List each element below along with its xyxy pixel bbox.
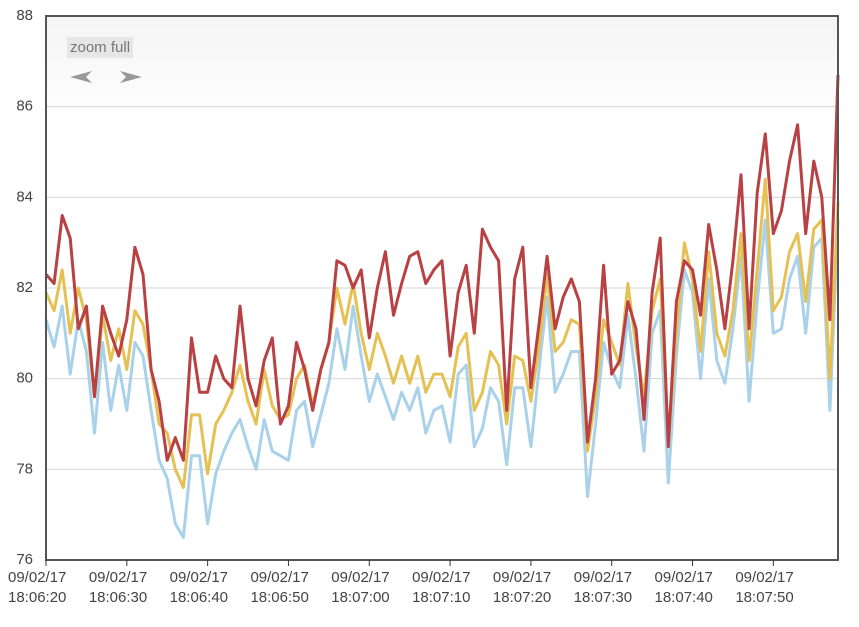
x-tick-label: 09/02/17 18:06:30 (88, 569, 148, 606)
y-tick-label: 76 (16, 551, 33, 568)
y-tick-label: 80 (16, 370, 33, 387)
x-tick-label: 09/02/17 18:07:20 (492, 569, 552, 606)
plot-border (45, 15, 839, 561)
series-line (44, 218, 840, 539)
y-tick-label: 82 (16, 279, 33, 296)
zoom-button[interactable]: zoom full (67, 37, 134, 58)
x-tick-label: 09/02/17 18:07:50 (735, 569, 794, 606)
pan-right[interactable] (120, 71, 142, 83)
x-tick-label: 09/02/17 18:07:40 (654, 569, 713, 606)
series-line (44, 74, 840, 462)
x-tick-label: 09/02/17 18:06:20 (8, 569, 67, 606)
x-tick-label: 09/02/17 18:07:10 (412, 569, 471, 606)
y-tick-label: 78 (16, 460, 33, 477)
x-tick-label: 09/02/17 18:06:50 (250, 569, 309, 606)
y-tick-label: 88 (16, 7, 33, 24)
y-tick-label: 84 (16, 188, 33, 205)
x-tick-label: 09/02/17 18:07:00 (331, 569, 390, 606)
y-tick-label: 86 (16, 98, 33, 115)
series-line (44, 177, 840, 489)
x-tick-label: 09/02/17 18:07:30 (573, 569, 633, 606)
pan-left[interactable] (70, 71, 92, 83)
x-tick-label: 09/02/17 18:06:40 (169, 569, 229, 606)
